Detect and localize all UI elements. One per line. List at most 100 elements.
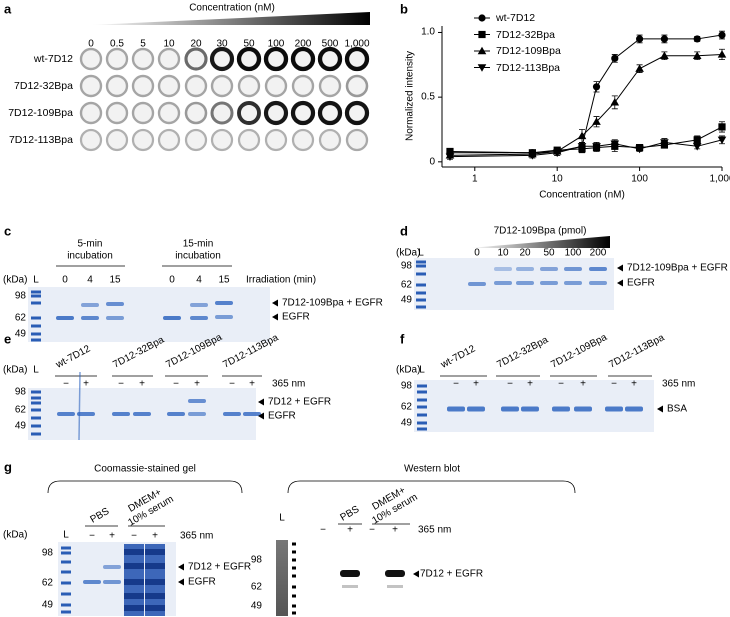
legend-label: 7D12-113Bpa [496,61,561,74]
dot [345,128,369,152]
mw-label: 98 [14,386,26,398]
ladder-band [31,332,41,336]
dot [236,46,262,72]
dot [209,46,235,72]
band-label: 7D12 + EGFR [420,568,484,580]
ladder-tick [292,566,296,570]
gel-band [145,549,165,555]
lane-label: − [118,378,124,390]
series-line [449,34,723,154]
lane-label: + [580,378,586,390]
band-label: EGFR [188,576,216,588]
band-arrow [178,578,184,586]
dot [157,74,181,98]
mw-label: 98 [400,260,412,272]
lane-label: 100 [564,247,582,259]
dot [184,74,208,98]
dot [210,101,234,125]
gel-band [81,316,99,320]
marker [660,51,669,59]
lane-label: − [63,378,69,390]
column-label: 20 [190,38,202,50]
ladder-label: L [63,529,69,541]
band-label: BSA [667,403,688,415]
ladder-band [61,610,71,614]
dot [210,74,234,98]
lane-label: + [392,524,398,536]
lane-label: − [89,530,95,542]
ladder-band [61,603,71,607]
band-arrow [413,570,419,578]
band-arrow [657,405,663,413]
gel-band [564,281,582,285]
x-tick-label: 100 [631,173,648,185]
gel-band [188,412,206,416]
title: Coomassie-stained gel [94,463,196,475]
mw-label: 62 [400,401,412,413]
dot [263,46,289,72]
mw-label: 62 [14,404,26,416]
gel-band [103,565,121,569]
condition-label: 365 nm [180,530,214,542]
ladder-label: L [33,274,39,286]
ladder-band [31,416,41,420]
lane-label: − [507,378,513,390]
gel-band [501,406,519,412]
marker [577,131,587,140]
ladder-band [417,413,427,417]
row-label: 7D12-32Bpa [14,79,73,92]
gel-band [163,316,181,320]
concentration-wedge [90,12,370,25]
lane-label: − [611,378,617,390]
panel-label: d [400,223,408,239]
lane-label: 20 [519,247,531,259]
gel-band [56,316,74,320]
dot [79,47,103,71]
marker [692,143,702,151]
mw-unit: (kDa) [396,247,421,259]
dot [157,101,181,125]
ladder-tick [292,574,296,578]
gel-band [574,406,592,412]
condition-label: 365 nm [272,378,306,390]
lane-label: + [139,378,145,390]
ladder-tick [292,542,296,546]
dot [290,46,316,72]
dot [291,74,315,98]
marker [477,46,487,55]
lane-label: 50 [543,247,555,259]
panel-label: a [4,1,12,17]
dot [79,128,103,152]
mw-unit: (kDa) [3,364,28,376]
dot [291,128,315,152]
lane-label: + [347,524,353,536]
ladder-tick [292,604,296,608]
marker [477,64,487,72]
marker [635,145,644,154]
column-label: 0.5 [110,38,124,50]
axis-label: Irradiation (min) [246,274,317,286]
marker [478,30,486,39]
dot [317,46,343,72]
dot [264,74,288,98]
lane-label: − [173,378,179,390]
column-label: 0 [88,38,94,50]
dot [237,128,261,152]
gel-band [83,580,101,584]
band-arrow [178,563,184,571]
ladder-tick [292,611,296,615]
marker [693,136,701,144]
series-line [449,53,723,156]
marker [592,143,601,151]
gel-band [540,267,558,271]
condition-label: 365 nm [418,524,452,536]
band-label: 7D12-109Bpa + EGFR [627,262,728,274]
band-arrow [258,398,264,406]
ladder-band [31,408,41,412]
dot [157,47,181,71]
dot [131,47,155,71]
ladder-tick [292,558,296,562]
gel [414,258,614,310]
gel-artifact [78,371,81,441]
gel-band [605,406,623,412]
